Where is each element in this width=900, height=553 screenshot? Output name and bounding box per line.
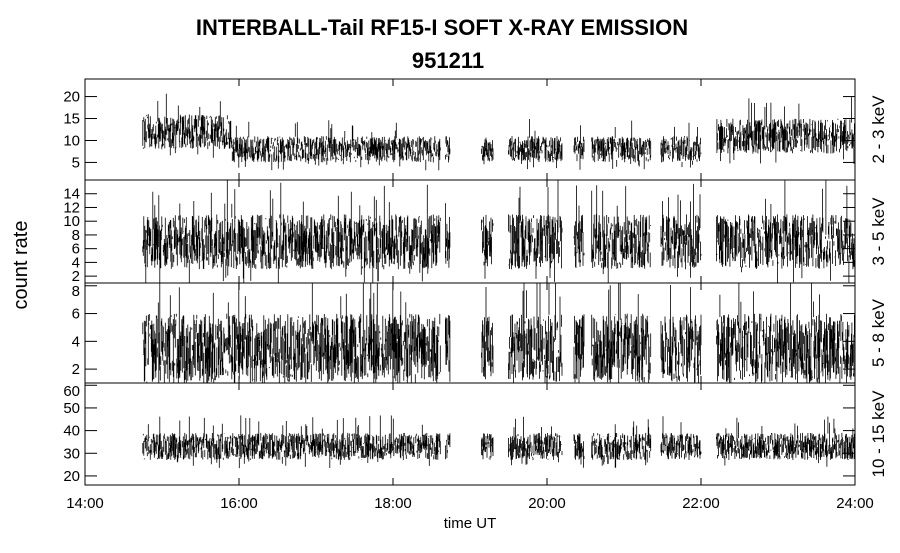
- x-axis-label: time UT: [444, 515, 497, 532]
- x-tick-label: 16:00: [220, 495, 258, 512]
- data-series-segment: [481, 433, 494, 460]
- data-series-segment: [716, 283, 856, 383]
- data-series-segment: [445, 136, 451, 163]
- band-label: 2 - 3 keV: [869, 95, 888, 164]
- data-series-segment: [716, 97, 856, 164]
- y-tick-label: 4: [72, 254, 80, 271]
- y-axis-label: count rate: [10, 221, 32, 310]
- data-series-segment: [508, 283, 563, 383]
- data-series-segment: [660, 285, 702, 383]
- data-series-segment: [660, 416, 702, 460]
- y-tick-label: 10: [63, 132, 80, 149]
- band-label: 5 - 8 keV: [869, 298, 888, 367]
- y-tick-label: 15: [63, 111, 80, 128]
- band-label: 3 - 5 keV: [869, 197, 888, 266]
- y-tick-label: 6: [72, 241, 80, 258]
- data-series-segment: [445, 433, 451, 460]
- x-tick-label: 20:00: [528, 495, 566, 512]
- data-series-segment: [573, 314, 585, 383]
- chart-subtitle: 951211: [412, 48, 484, 73]
- y-tick-label: 20: [63, 89, 80, 106]
- data-series-segment: [573, 433, 585, 468]
- data-series-segment: [481, 287, 494, 380]
- y-tick-label: 8: [72, 283, 80, 300]
- data-series-segment: [660, 183, 702, 278]
- band-label: 10 - 15 keV: [869, 390, 888, 478]
- data-series-segment: [142, 93, 441, 171]
- y-tick-label: 50: [63, 400, 80, 417]
- data-series-segment: [142, 180, 441, 283]
- x-tick-label: 22:00: [682, 495, 720, 512]
- x-tick-label: 24:00: [836, 495, 874, 512]
- chart-title: INTERBALL-Tail RF15-I SOFT X-RAY EMISSIO…: [196, 15, 688, 40]
- data-series-segment: [716, 180, 856, 283]
- y-tick-label: 8: [72, 227, 80, 244]
- y-tick-label: 2: [72, 268, 80, 285]
- data-series-segment: [591, 283, 652, 383]
- data-series-segment: [573, 125, 585, 170]
- data-series-segment: [445, 203, 451, 268]
- x-tick-label: 14:00: [66, 495, 104, 512]
- y-tick-label: 30: [63, 445, 80, 462]
- data-series-segment: [573, 185, 585, 268]
- data-series-segment: [660, 122, 702, 168]
- y-tick-label: 60: [63, 383, 80, 400]
- data-series-segment: [508, 180, 563, 282]
- data-series-segment: [591, 419, 652, 468]
- y-tick-label: 20: [63, 468, 80, 485]
- data-series-segment: [591, 120, 652, 170]
- data-series-segment: [508, 416, 563, 466]
- y-tick-label: 12: [63, 199, 80, 216]
- y-tick-label: 5: [72, 154, 80, 171]
- data-series-segment: [481, 137, 494, 165]
- y-tick-label: 10: [63, 213, 80, 230]
- data-series-segment: [716, 416, 856, 467]
- y-tick-label: 14: [63, 186, 80, 203]
- data-series-segment: [508, 119, 563, 170]
- x-tick-label: 18:00: [374, 495, 412, 512]
- data-series-segment: [142, 415, 441, 469]
- y-tick-label: 6: [72, 306, 80, 323]
- data-series-segment: [142, 283, 441, 383]
- y-tick-label: 4: [72, 333, 80, 350]
- data-series-segment: [591, 185, 652, 283]
- data-series-segment: [481, 214, 494, 279]
- y-tick-label: 40: [63, 423, 80, 440]
- y-tick-label: 2: [72, 361, 80, 378]
- data-series-segment: [445, 315, 451, 382]
- panel-frame: [84, 382, 856, 486]
